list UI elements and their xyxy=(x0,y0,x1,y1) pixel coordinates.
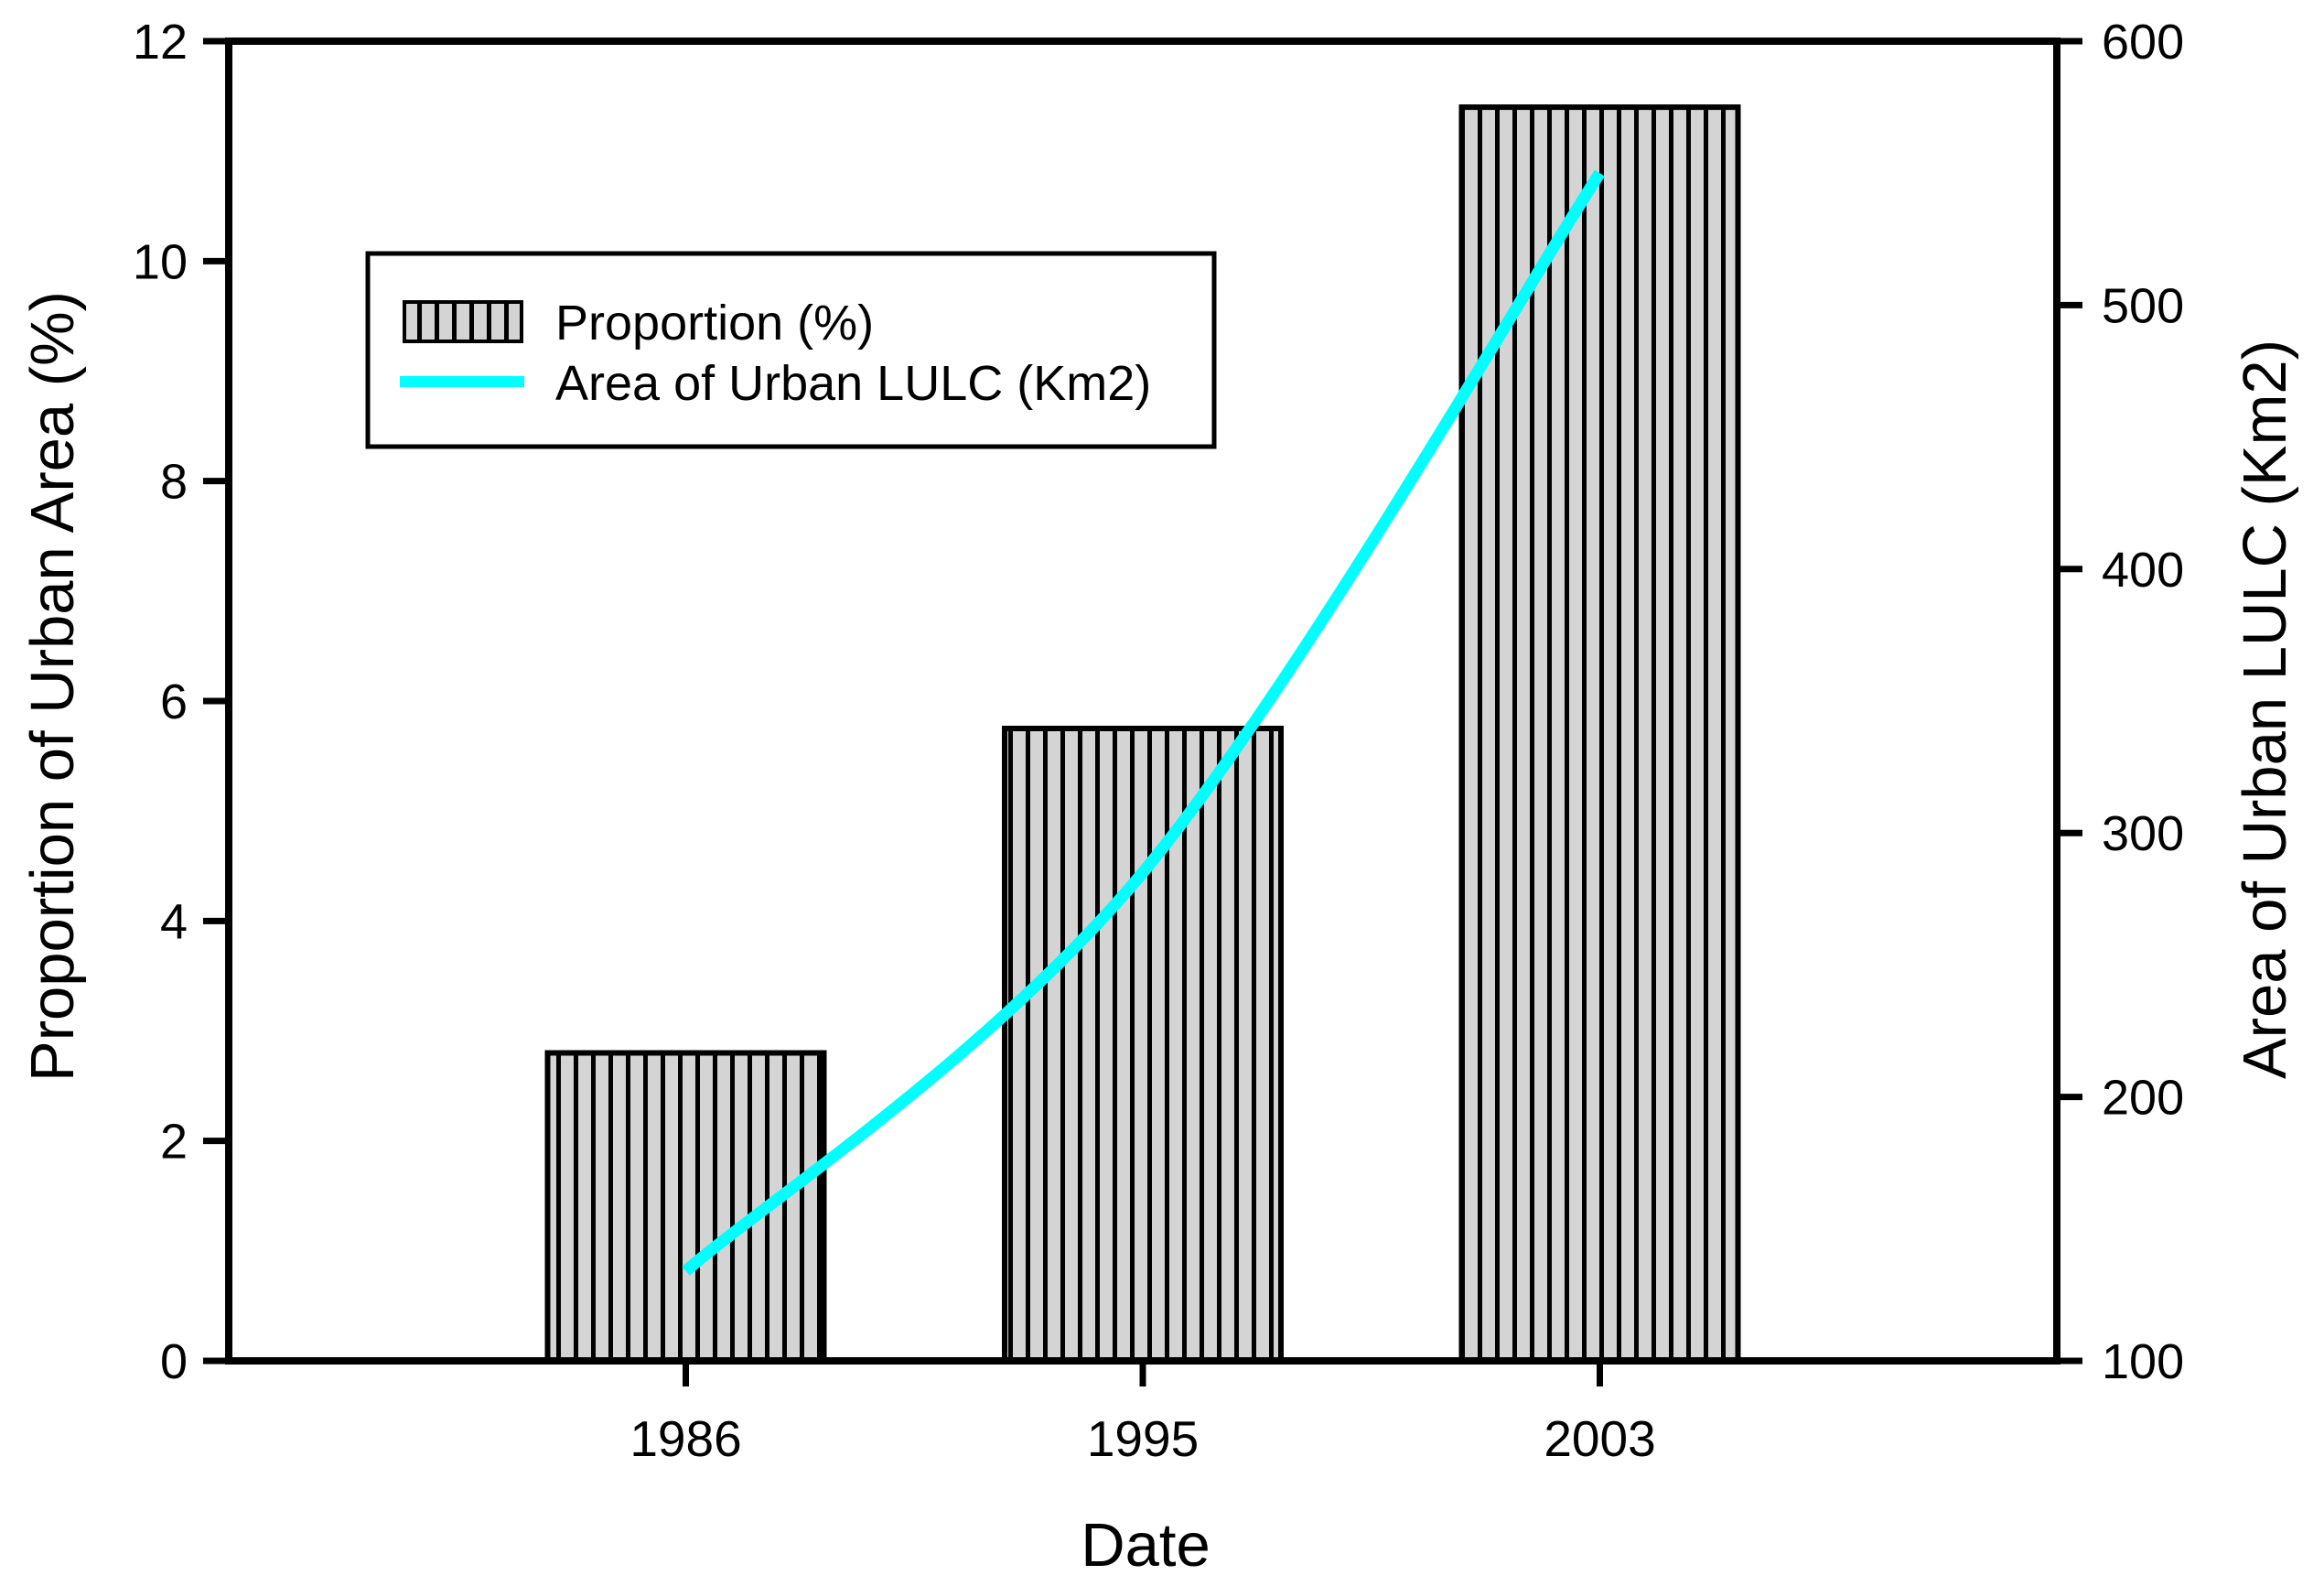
left-tick-label: 12 xyxy=(133,15,188,70)
left-tick-label: 4 xyxy=(160,894,188,949)
x-axis-ticks: 1986 1995 2003 xyxy=(629,1363,1656,1467)
right-tick-label: 400 xyxy=(2102,543,2184,598)
left-axis-ticks: 0 2 4 6 8 10 12 xyxy=(133,15,229,1389)
right-tick-label: 500 xyxy=(2102,278,2184,333)
area-line-series xyxy=(682,169,1605,1276)
bar-1986 xyxy=(544,1050,827,1364)
legend: Proportion (%) Area of Urban LULC (Km2) xyxy=(365,251,1217,449)
right-tick-label: 600 xyxy=(2102,15,2184,70)
bar-2003 xyxy=(1458,104,1741,1365)
left-tick-label: 2 xyxy=(160,1115,188,1170)
right-tick-label: 300 xyxy=(2102,806,2184,861)
x-tick-label: 1995 xyxy=(1087,1410,1199,1467)
x-tick-label: 2003 xyxy=(1544,1410,1655,1467)
left-tick-label: 10 xyxy=(133,234,188,289)
right-axis-title: Area of Urban LULC (Km2) xyxy=(2231,340,2299,1079)
legend-entry-area: Area of Urban LULC (Km2) xyxy=(555,356,1151,411)
bar-1995 xyxy=(1002,726,1284,1364)
left-axis-title: Proportion of Urban Area (%) xyxy=(18,291,87,1082)
left-tick-label: 6 xyxy=(160,674,188,729)
right-tick-label: 100 xyxy=(2102,1334,2184,1389)
left-tick-label: 8 xyxy=(160,455,188,510)
x-axis-title: Date xyxy=(1081,1511,1210,1580)
right-tick-label: 200 xyxy=(2102,1071,2184,1126)
legend-entry-proportion: Proportion (%) xyxy=(555,296,874,351)
legend-bar-swatch xyxy=(403,300,523,343)
legend-box xyxy=(365,251,1217,449)
left-tick-label: 0 xyxy=(160,1334,188,1389)
right-axis-ticks: 100 200 300 400 500 600 xyxy=(2057,15,2184,1389)
x-tick-label: 1986 xyxy=(629,1410,741,1467)
